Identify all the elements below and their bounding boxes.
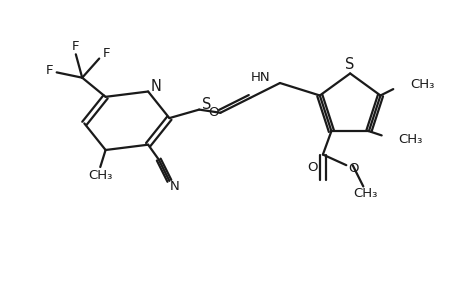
Text: O: O xyxy=(348,162,358,175)
Text: F: F xyxy=(103,47,110,60)
Text: CH₃: CH₃ xyxy=(398,133,422,146)
Text: O: O xyxy=(207,106,218,119)
Text: O: O xyxy=(306,161,317,174)
Text: HN: HN xyxy=(251,71,270,84)
Text: CH₃: CH₃ xyxy=(353,188,377,200)
Text: S: S xyxy=(202,97,211,112)
Text: N: N xyxy=(169,180,179,193)
Text: CH₃: CH₃ xyxy=(88,169,112,182)
Text: CH₃: CH₃ xyxy=(409,78,434,92)
Text: N: N xyxy=(150,79,161,94)
Text: F: F xyxy=(45,64,53,77)
Text: S: S xyxy=(345,57,354,72)
Text: F: F xyxy=(72,40,79,53)
